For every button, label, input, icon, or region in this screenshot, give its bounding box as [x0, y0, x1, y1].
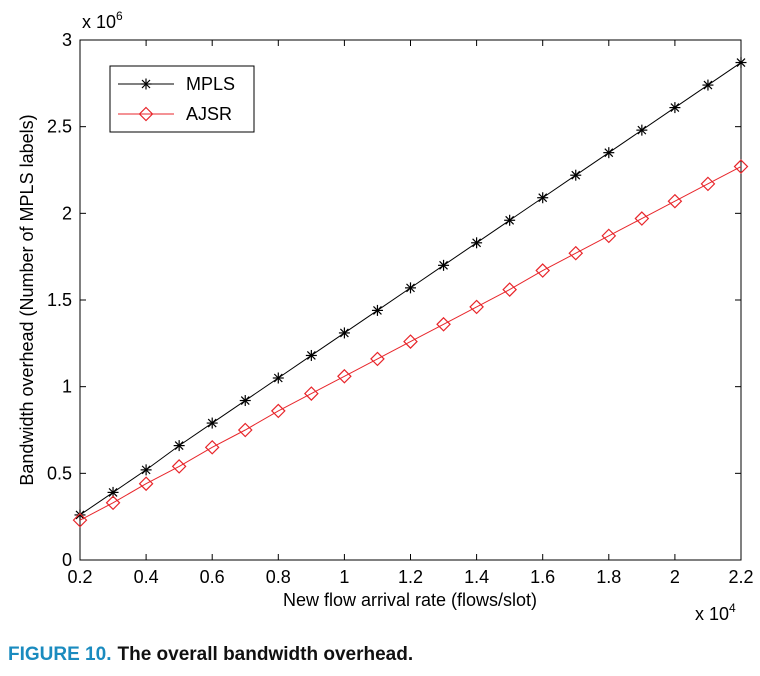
y-tick-label: 0	[62, 550, 72, 570]
data-point-mpls	[570, 169, 582, 181]
data-point-mpls	[173, 440, 185, 452]
data-point-ajsr	[105, 495, 121, 511]
data-point-ajsr	[72, 512, 88, 528]
data-point-ajsr	[601, 228, 617, 244]
data-point-mpls	[702, 79, 714, 91]
x-tick-label: 1	[339, 567, 349, 587]
y-tick-label: 2	[62, 203, 72, 223]
data-point-mpls	[206, 417, 218, 429]
figure-caption: FIGURE 10. The overall bandwidth overhead…	[8, 644, 413, 666]
x-tick-label: 1.8	[596, 567, 621, 587]
data-point-mpls	[438, 259, 450, 271]
y-multiplier-label: x 106	[82, 9, 123, 32]
series-line-ajsr	[79, 166, 742, 521]
data-point-mpls	[405, 282, 416, 294]
data-point-ajsr	[237, 422, 253, 438]
series-layer	[72, 57, 749, 528]
y-tick-label: 1.5	[47, 290, 72, 310]
data-point-mpls	[669, 102, 681, 114]
data-point-mpls	[471, 237, 483, 249]
data-point-ajsr	[436, 316, 451, 332]
data-point-ajsr	[171, 459, 187, 474]
data-point-mpls	[338, 327, 350, 339]
line-chart: 0.2 0.4 0.6 0.8 1 1.2 1.4 1.6 1.8 2 2.2 0 0.5 1 1.5 2 2.…	[17, 9, 754, 624]
data-point-mpls	[272, 372, 284, 384]
data-point-mpls	[371, 304, 383, 316]
data-point-mpls	[305, 349, 317, 361]
data-point-ajsr	[370, 351, 385, 367]
figure-caption-text: The overall bandwidth overhead.	[117, 644, 414, 665]
x-tick-label: 1.4	[464, 567, 489, 587]
x-tick-label: 1.6	[530, 567, 555, 587]
data-point-mpls	[537, 192, 549, 204]
x-tick-label: 0.8	[266, 567, 291, 587]
data-point-mpls	[504, 214, 516, 226]
figure-label: FIGURE 10.	[8, 644, 112, 665]
legend-box	[109, 65, 255, 133]
x-tick-label: 2.2	[728, 567, 753, 587]
data-point-ajsr	[502, 282, 517, 297]
data-point-ajsr	[535, 263, 551, 278]
data-point-mpls	[140, 464, 152, 476]
data-point-ajsr	[568, 245, 584, 261]
data-point-ajsr	[733, 159, 749, 174]
x-tick-label: 0.2	[67, 567, 92, 587]
data-point-ajsr	[700, 176, 716, 192]
legend: MPLS AJSR	[109, 65, 255, 133]
x-tick-label: 0.4	[134, 567, 159, 587]
x-tick-label: 1.2	[398, 567, 423, 587]
data-point-ajsr	[634, 211, 650, 226]
y-multiplier-exponent: 6	[116, 9, 123, 23]
y-tick-label: 2.5	[47, 117, 72, 137]
data-point-ajsr	[138, 476, 154, 492]
data-point-mpls	[239, 395, 251, 407]
axis-ticks: 0.2 0.4 0.6 0.8 1 1.2 1.4 1.6 1.8 2 2.2 0 0.5 1 1.5 2 2.…	[47, 30, 754, 587]
data-point-mpls	[603, 147, 615, 159]
x-multiplier-label: x 104	[695, 601, 736, 624]
data-point-mpls	[735, 57, 747, 69]
data-point-ajsr	[667, 193, 683, 209]
data-point-ajsr	[337, 368, 352, 384]
x-axis-label: New flow arrival rate (flows/slot)	[283, 590, 537, 610]
data-point-ajsr	[403, 334, 418, 349]
legend-marker-ajsr	[138, 106, 154, 122]
data-point-ajsr	[270, 403, 286, 419]
x-tick-label: 2	[670, 567, 680, 587]
y-axis-label: Bandwidth overhead (Number of MPLS label…	[17, 114, 37, 485]
legend-marker-mpls	[140, 78, 152, 90]
y-tick-label: 1	[62, 377, 72, 397]
legend-label-mpls: MPLS	[186, 74, 235, 94]
y-tick-label: 0.5	[47, 463, 72, 483]
x-tick-label: 0.6	[200, 567, 225, 587]
data-point-mpls	[74, 509, 86, 521]
data-point-mpls	[636, 124, 648, 136]
x-multiplier-exponent: 4	[729, 601, 736, 615]
data-point-ajsr	[204, 439, 220, 455]
data-point-ajsr	[469, 299, 484, 315]
data-point-ajsr	[304, 386, 319, 401]
legend-label-ajsr: AJSR	[186, 104, 232, 124]
y-tick-label: 3	[62, 30, 72, 50]
